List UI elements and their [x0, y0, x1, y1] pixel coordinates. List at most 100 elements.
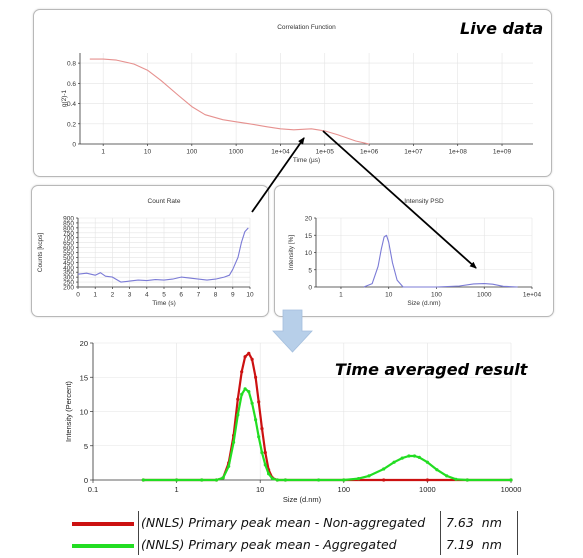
y-axis-label: Intensity [%] — [288, 235, 295, 271]
y-tick-label: 0.6 — [67, 81, 76, 88]
data-point — [465, 478, 469, 482]
y-axis-label: Counts [kcps] — [37, 233, 44, 273]
data-point — [342, 478, 346, 482]
legend-label: (NNLS) Primary peak mean - Non-aggregate… — [141, 515, 426, 530]
x-tick-label: 1e+09 — [493, 149, 512, 156]
y-tick-label: 0.2 — [67, 121, 76, 128]
correlation-panel — [33, 9, 552, 177]
chart-time-averaged — [90, 342, 513, 483]
chart-count-rate — [76, 217, 251, 289]
y-tick-label: 0 — [84, 476, 88, 485]
x-tick-label: 1e+04 — [271, 149, 290, 156]
data-point — [283, 478, 287, 482]
arrow-to-psd-peak — [322, 130, 477, 269]
data-point — [275, 478, 279, 482]
data-point — [435, 468, 439, 472]
y-tick-label: 5 — [84, 442, 88, 451]
legend-entry-aggregated: (NNLS) Primary peak mean - Aggregated 7.… — [68, 535, 518, 555]
x-tick-label: 100 — [186, 149, 197, 156]
legend-swatch — [72, 522, 134, 526]
data-point — [247, 390, 251, 394]
chart-title: Count Rate — [148, 198, 181, 205]
legend-entry-non-aggregated: (NNLS) Primary peak mean - Non-aggregate… — [68, 513, 518, 533]
x-tick-label: 1e+04 — [523, 292, 542, 299]
y-tick-label: 0.4 — [67, 101, 76, 108]
x-tick-label: 1 — [101, 149, 105, 156]
chart-title: Intensity PSD — [404, 198, 444, 205]
data-point — [254, 418, 258, 422]
data-point — [175, 478, 179, 482]
down-arrow — [272, 309, 313, 353]
series-line-correlation-0 — [89, 58, 370, 145]
data-point — [254, 375, 258, 379]
x-axis-label: Size (d.nm) — [407, 300, 440, 307]
x-tick-label: 7 — [197, 292, 201, 299]
data-point — [270, 477, 274, 481]
data-point — [407, 454, 411, 458]
arrow-to-live-curve — [251, 137, 305, 213]
data-point — [425, 460, 429, 464]
y-tick-label: 20 — [80, 339, 88, 348]
data-point — [250, 357, 254, 361]
y-tick-label: 500 — [63, 255, 74, 262]
data-point — [260, 427, 264, 431]
series-line-count-rate-0 — [77, 227, 249, 283]
x-tick-label: 10 — [385, 292, 393, 299]
data-point — [412, 454, 417, 458]
count-rate-panel — [31, 185, 269, 317]
y-tick-label: 400 — [63, 265, 74, 272]
data-point — [425, 478, 429, 482]
y-axis-label: Intensity (Percent) — [64, 381, 73, 442]
legend-divider — [440, 511, 441, 555]
data-point — [141, 478, 145, 482]
x-tick-label: 0.1 — [88, 485, 98, 494]
y-tick-label: 450 — [63, 260, 74, 267]
x-tick-label: 4 — [145, 292, 149, 299]
y-tick-label: 0 — [72, 142, 76, 149]
y-tick-label: 200 — [63, 285, 74, 292]
x-tick-label: 1 — [339, 292, 343, 299]
x-axis-label: Time (µs) — [293, 157, 320, 164]
live-psd-panel — [274, 185, 554, 317]
x-tick-label: 6 — [179, 292, 183, 299]
legend-divider — [138, 511, 139, 555]
chart-correlation — [78, 53, 533, 146]
y-tick-label: 800 — [63, 225, 74, 232]
y-tick-label: 10 — [80, 408, 88, 417]
data-point — [236, 397, 240, 401]
data-point — [257, 400, 261, 404]
x-tick-label: 1000 — [477, 292, 492, 299]
x-tick-label: 1e+08 — [449, 149, 468, 156]
data-point — [382, 478, 386, 482]
x-tick-label: 0 — [76, 292, 80, 299]
x-tick-label: 5 — [162, 292, 166, 299]
data-point — [263, 463, 267, 467]
y-tick-label: 0.8 — [67, 61, 76, 68]
x-tick-label: 1 — [175, 485, 179, 494]
y-tick-label: 600 — [63, 245, 74, 252]
data-point — [257, 435, 261, 439]
x-tick-label: 1 — [93, 292, 97, 299]
data-point — [392, 460, 396, 464]
legend-divider — [517, 511, 518, 555]
x-tick-label: 10 — [144, 149, 152, 156]
x-tick-label: 100 — [338, 485, 351, 494]
data-point — [243, 387, 247, 391]
legend-value: 7.19 nm — [446, 537, 502, 552]
y-tick-label: 550 — [63, 250, 74, 257]
data-point — [243, 355, 247, 359]
data-point — [445, 474, 449, 478]
y-tick-label: 250 — [63, 280, 74, 287]
x-tick-label: 3 — [128, 292, 132, 299]
y-tick-label: 10 — [305, 250, 313, 257]
y-tick-label: 700 — [63, 235, 74, 242]
x-tick-label: 10000 — [501, 485, 522, 494]
y-tick-label: 15 — [305, 233, 313, 240]
data-point — [200, 478, 204, 482]
y-tick-label: 20 — [305, 216, 313, 223]
chart-live-psd — [314, 217, 533, 289]
series-line-time-averaged-1 — [143, 387, 511, 482]
y-tick-label: 850 — [63, 220, 74, 227]
x-tick-label: 2 — [111, 292, 115, 299]
y-tick-label: 0 — [308, 285, 312, 292]
